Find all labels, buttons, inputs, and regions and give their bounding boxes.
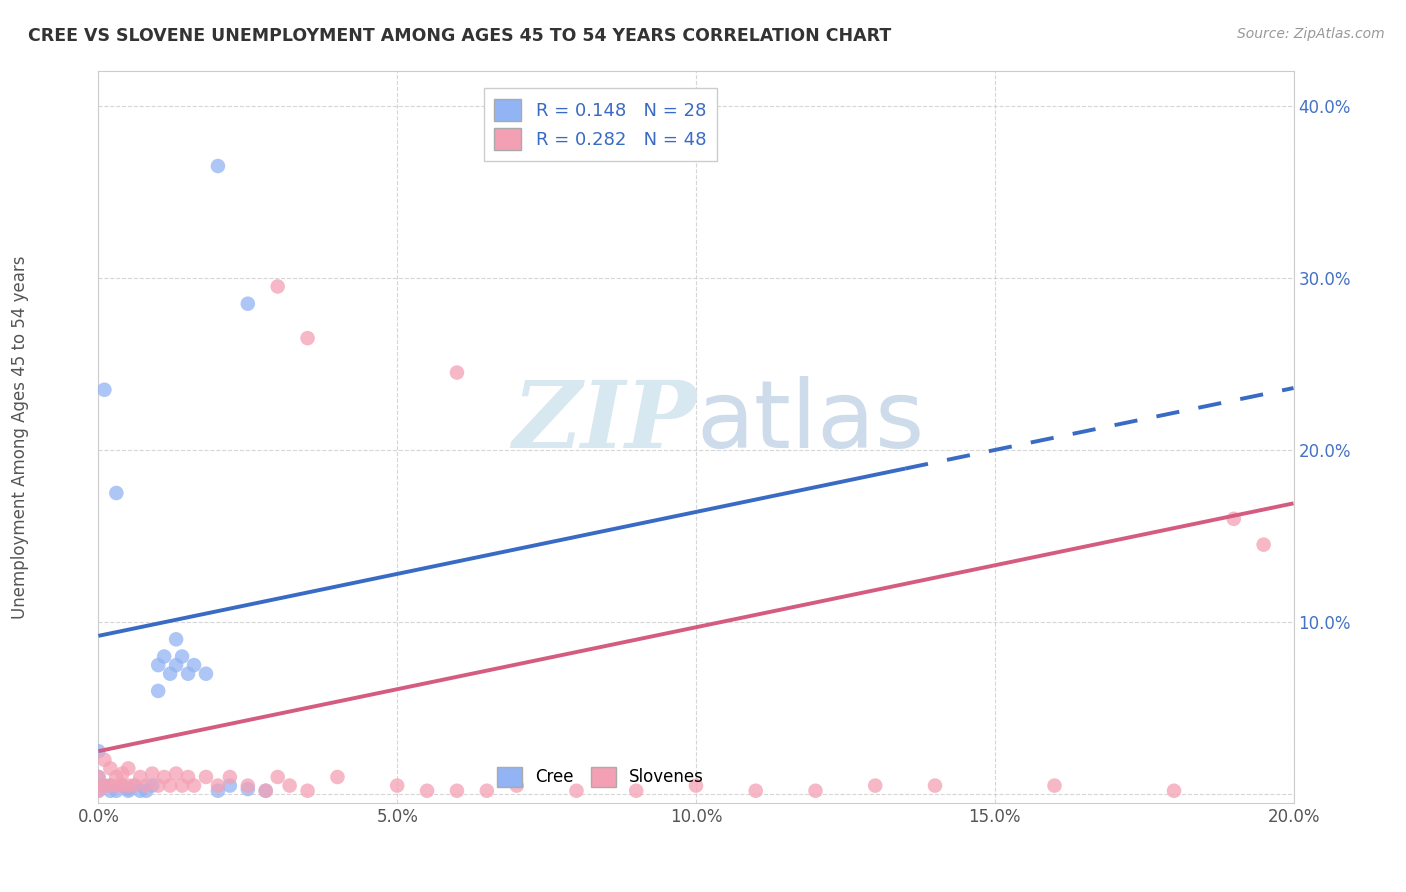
Point	[626, 783, 648, 797]
Point	[326, 770, 349, 784]
Point	[148, 779, 170, 793]
Point	[93, 779, 115, 793]
Point	[87, 770, 110, 784]
Point	[207, 159, 229, 173]
Point	[183, 658, 205, 673]
Point	[87, 783, 110, 797]
Point	[267, 770, 290, 784]
Point	[124, 779, 146, 793]
Point	[565, 783, 588, 797]
Point	[1223, 512, 1246, 526]
Point	[165, 658, 187, 673]
Point	[105, 779, 128, 793]
Point	[865, 779, 887, 793]
Point	[98, 761, 122, 775]
Point	[1163, 783, 1185, 797]
Point	[93, 753, 115, 767]
Point	[446, 783, 468, 797]
Point	[87, 770, 110, 784]
Point	[195, 666, 218, 681]
Point	[254, 783, 277, 797]
Point	[159, 779, 181, 793]
Point	[172, 779, 194, 793]
Point	[1253, 538, 1275, 552]
Point	[297, 783, 319, 797]
Point	[506, 779, 529, 793]
Point	[111, 779, 134, 793]
Point	[105, 486, 128, 500]
Point	[141, 766, 163, 780]
Point	[219, 779, 242, 793]
Point	[804, 783, 827, 797]
Point	[111, 779, 134, 793]
Y-axis label: Unemployment Among Ages 45 to 54 years: Unemployment Among Ages 45 to 54 years	[11, 255, 30, 619]
Text: atlas: atlas	[696, 376, 924, 468]
Point	[172, 649, 194, 664]
Point	[416, 783, 439, 797]
Point	[219, 770, 242, 784]
Point	[267, 279, 290, 293]
Point	[385, 779, 409, 793]
Point	[475, 783, 498, 797]
Point	[236, 782, 259, 797]
Point	[165, 766, 187, 780]
Point	[177, 770, 200, 784]
Point	[148, 684, 170, 698]
Point	[148, 658, 170, 673]
Point	[195, 770, 218, 784]
Point	[87, 783, 110, 797]
Text: Source: ZipAtlas.com: Source: ZipAtlas.com	[1237, 27, 1385, 41]
Point	[446, 366, 468, 380]
Point	[117, 779, 139, 793]
Point	[87, 744, 110, 758]
Point	[117, 783, 139, 797]
Point	[924, 779, 946, 793]
Point	[135, 779, 157, 793]
Point	[105, 783, 128, 797]
Point	[93, 779, 115, 793]
Point	[1043, 779, 1066, 793]
Point	[297, 331, 319, 345]
Legend: Cree, Slovenes: Cree, Slovenes	[489, 758, 711, 795]
Text: ZIP: ZIP	[512, 377, 696, 467]
Point	[111, 766, 134, 780]
Point	[685, 779, 707, 793]
Point	[745, 783, 768, 797]
Text: CREE VS SLOVENE UNEMPLOYMENT AMONG AGES 45 TO 54 YEARS CORRELATION CHART: CREE VS SLOVENE UNEMPLOYMENT AMONG AGES …	[28, 27, 891, 45]
Point	[236, 779, 259, 793]
Point	[135, 783, 157, 797]
Point	[207, 779, 229, 793]
Point	[236, 296, 259, 310]
Point	[153, 649, 176, 664]
Point	[141, 779, 163, 793]
Point	[183, 779, 205, 793]
Point	[129, 770, 152, 784]
Point	[105, 770, 128, 784]
Point	[254, 783, 277, 797]
Point	[93, 383, 115, 397]
Point	[129, 783, 152, 797]
Point	[98, 783, 122, 797]
Point	[177, 666, 200, 681]
Point	[153, 770, 176, 784]
Point	[98, 779, 122, 793]
Point	[159, 666, 181, 681]
Point	[207, 783, 229, 797]
Point	[117, 782, 139, 797]
Point	[98, 779, 122, 793]
Point	[124, 779, 146, 793]
Point	[278, 779, 301, 793]
Point	[117, 761, 139, 775]
Point	[165, 632, 187, 647]
